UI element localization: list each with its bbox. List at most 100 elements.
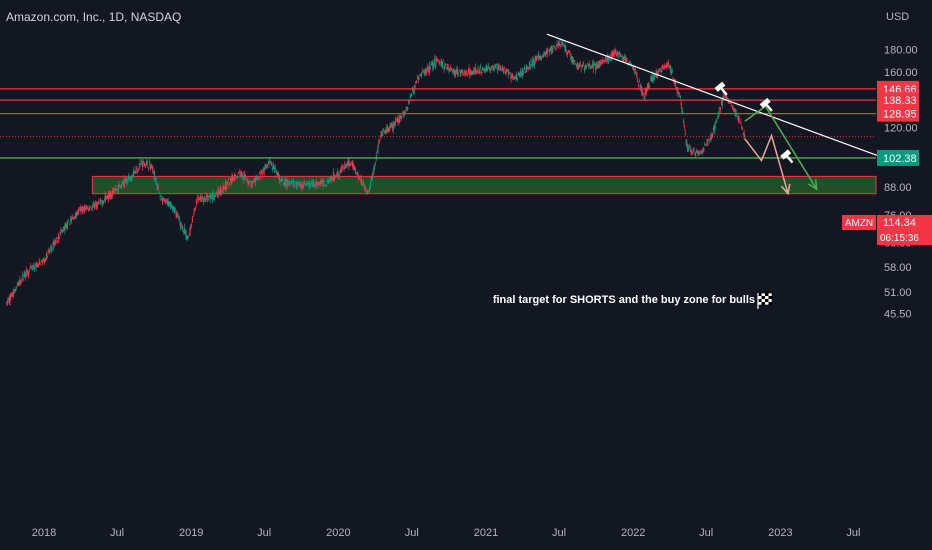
time-tick-label: Jul [405, 527, 419, 539]
candle-body [7, 298, 10, 300]
candle-body [503, 68, 505, 74]
candle-body [237, 172, 239, 174]
candle-body [435, 57, 437, 65]
candle-body [233, 175, 235, 181]
candle-body [686, 141, 688, 147]
candle-body [596, 67, 598, 69]
candle-body [117, 185, 119, 190]
candle-body [257, 176, 259, 180]
candle-body [399, 115, 401, 123]
candle-body [628, 62, 630, 64]
candle-body [51, 248, 53, 251]
candle-body [188, 234, 190, 235]
candle-body [420, 73, 422, 75]
candle-body [171, 205, 173, 209]
candle-body [274, 167, 276, 173]
candle-body [668, 65, 670, 69]
candle-body [352, 162, 354, 169]
candle-body [255, 176, 257, 179]
candle-body [618, 52, 620, 58]
time-axis[interactable]: 2018 Jul 2019 Jul 2020 Jul 2021 Jul 2022 Jul 2023 J… [32, 527, 861, 539]
candle-body [420, 73, 423, 77]
candle-body [349, 162, 351, 167]
candle-body [469, 74, 471, 77]
candle-body [294, 185, 296, 187]
candle-body [315, 183, 317, 186]
candle-body [450, 69, 452, 70]
candle-body [295, 183, 297, 184]
candle-body [592, 63, 594, 69]
candle-body [369, 187, 371, 190]
candle-body [395, 119, 397, 123]
candle-body [487, 65, 490, 68]
candle-body [229, 177, 231, 179]
candle-body [261, 170, 263, 173]
candle-body [174, 208, 176, 214]
candle-body [27, 271, 29, 275]
candle-body [665, 64, 667, 67]
candle-body [109, 194, 111, 197]
candle-body [283, 181, 285, 184]
candle-body [307, 181, 309, 183]
checkered-flag-icon [757, 292, 773, 309]
candle-body [703, 148, 705, 152]
candle-body [134, 171, 136, 174]
candle-body [516, 73, 518, 77]
candle-body [695, 150, 698, 152]
candle-body [153, 173, 156, 180]
candle-body [52, 242, 54, 244]
level-tag-bg [877, 105, 919, 122]
candle-body [374, 166, 376, 168]
candle-body [674, 79, 677, 86]
candle-body [325, 185, 327, 187]
candle-body [578, 62, 581, 67]
candle-body [275, 170, 277, 172]
candle-body [265, 165, 267, 168]
candle-body [95, 202, 97, 205]
candle-body [240, 171, 242, 176]
candle-body [600, 62, 602, 64]
candle-body [236, 176, 239, 177]
candle-body [309, 186, 311, 188]
candle-body [441, 60, 443, 67]
candle-body [178, 218, 181, 220]
candle-body [409, 97, 411, 99]
time-tick-label: 2018 [32, 527, 56, 539]
candle-body [698, 152, 700, 156]
candle-body [330, 177, 332, 182]
candle-body [44, 259, 46, 263]
candle-body [637, 83, 640, 86]
candle-body [327, 181, 329, 184]
candle-body [456, 69, 458, 75]
candle-body [260, 171, 262, 175]
candle-body [649, 77, 652, 80]
candle-body [64, 224, 66, 232]
candle-body [702, 149, 704, 151]
candle-body [161, 198, 164, 204]
candle-body [716, 121, 718, 123]
price-axis[interactable]: USD [886, 11, 909, 23]
candle-body [280, 179, 282, 183]
candle-body [669, 65, 671, 68]
candle-body [263, 170, 265, 173]
candle-body [598, 63, 600, 68]
candle-body [110, 191, 112, 198]
candle-body [333, 175, 335, 180]
candle-body [658, 68, 661, 71]
candle-body [258, 173, 260, 174]
candle-body [11, 293, 13, 297]
candle-body [154, 177, 156, 181]
candle-body [318, 184, 320, 185]
candle-body [729, 102, 731, 104]
candle-body [203, 197, 206, 202]
candle-body [199, 195, 202, 199]
candle-body [34, 263, 36, 265]
candle-body [572, 57, 574, 62]
candle-body [716, 117, 719, 120]
candle-body [70, 219, 73, 222]
candle-body [178, 216, 180, 218]
candle-body [730, 103, 732, 104]
candle-body [334, 177, 336, 179]
